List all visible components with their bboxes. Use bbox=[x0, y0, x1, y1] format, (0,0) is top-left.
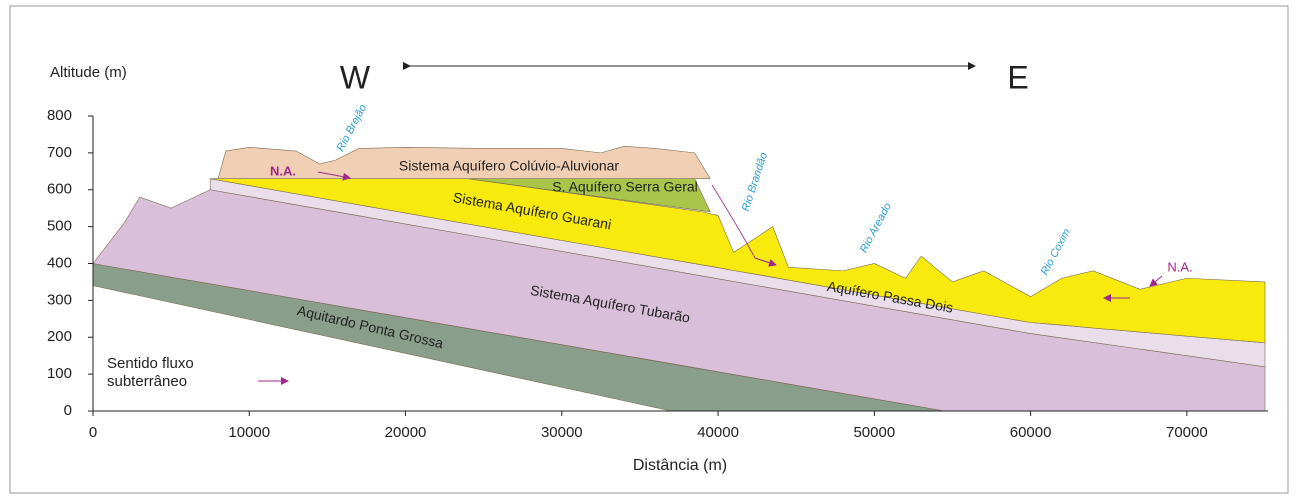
y-axis-label: Altitude (m) bbox=[50, 64, 127, 81]
river-label: Rio Brandão bbox=[740, 151, 770, 213]
direction-label: E bbox=[1007, 59, 1028, 95]
flow-note: subterrâneo bbox=[107, 373, 187, 390]
x-tick-label: 30000 bbox=[541, 424, 583, 441]
water-table-label: N.A. bbox=[270, 163, 296, 178]
x-tick-label: 70000 bbox=[1166, 424, 1208, 441]
y-tick-label: 0 bbox=[64, 402, 72, 419]
x-tick-label: 40000 bbox=[697, 424, 739, 441]
x-tick-label: 20000 bbox=[385, 424, 427, 441]
flow-note: Sentido fluxo bbox=[107, 355, 194, 372]
x-axis-label: Distância (m) bbox=[633, 457, 727, 474]
x-tick-label: 60000 bbox=[1010, 424, 1052, 441]
y-tick-label: 700 bbox=[47, 144, 72, 161]
x-tick-label: 50000 bbox=[853, 424, 895, 441]
y-tick-label: 100 bbox=[47, 365, 72, 382]
page: Altitude (m) Distância (m) W E Sentido f… bbox=[0, 0, 1298, 499]
x-tick-label: 0 bbox=[89, 424, 97, 441]
x-tick-label: 10000 bbox=[228, 424, 270, 441]
y-tick-label: 600 bbox=[47, 181, 72, 198]
y-tick-label: 500 bbox=[47, 218, 72, 235]
chart: Altitude (m) Distância (m) W E Sentido f… bbox=[0, 0, 1298, 499]
river-label: Rio Coxim bbox=[1039, 227, 1073, 277]
y-tick-label: 800 bbox=[47, 107, 72, 124]
y-tick-label: 400 bbox=[47, 254, 72, 271]
water-table-label: N.A. bbox=[1167, 259, 1192, 274]
layer-label: S. Aquífero Serra Geral bbox=[552, 179, 698, 195]
direction-label: W bbox=[340, 59, 371, 95]
y-tick-label: 300 bbox=[47, 291, 72, 308]
river-label: Rio Brejão bbox=[335, 102, 370, 153]
layer-label: Sistema Aquífero Colúvio-Aluvionar bbox=[399, 158, 620, 174]
y-tick-label: 200 bbox=[47, 328, 72, 345]
river-label: Rio Areado bbox=[858, 201, 894, 255]
